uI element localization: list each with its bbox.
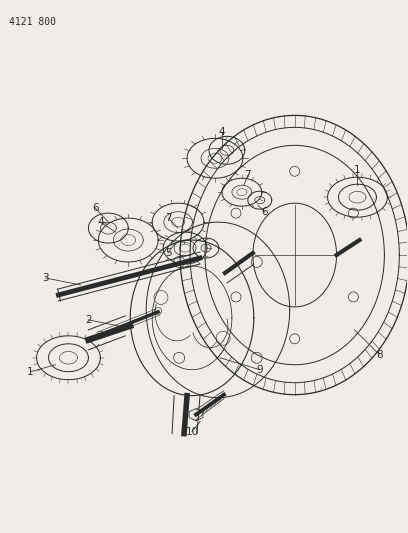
Text: 4: 4 [219, 127, 225, 138]
Text: 4121 800: 4121 800 [9, 17, 55, 27]
Text: 7: 7 [165, 213, 171, 223]
Text: 9: 9 [257, 365, 263, 375]
Text: 8: 8 [376, 350, 383, 360]
Text: 6: 6 [92, 203, 99, 213]
Text: 1: 1 [27, 367, 34, 377]
Text: 1: 1 [354, 165, 361, 175]
Text: 10: 10 [186, 426, 199, 437]
Text: 3: 3 [42, 273, 49, 283]
Text: 4: 4 [97, 217, 104, 227]
Text: 7: 7 [244, 170, 251, 180]
Text: 2: 2 [85, 315, 92, 325]
Text: 5: 5 [165, 248, 171, 258]
Text: 6: 6 [262, 207, 268, 217]
